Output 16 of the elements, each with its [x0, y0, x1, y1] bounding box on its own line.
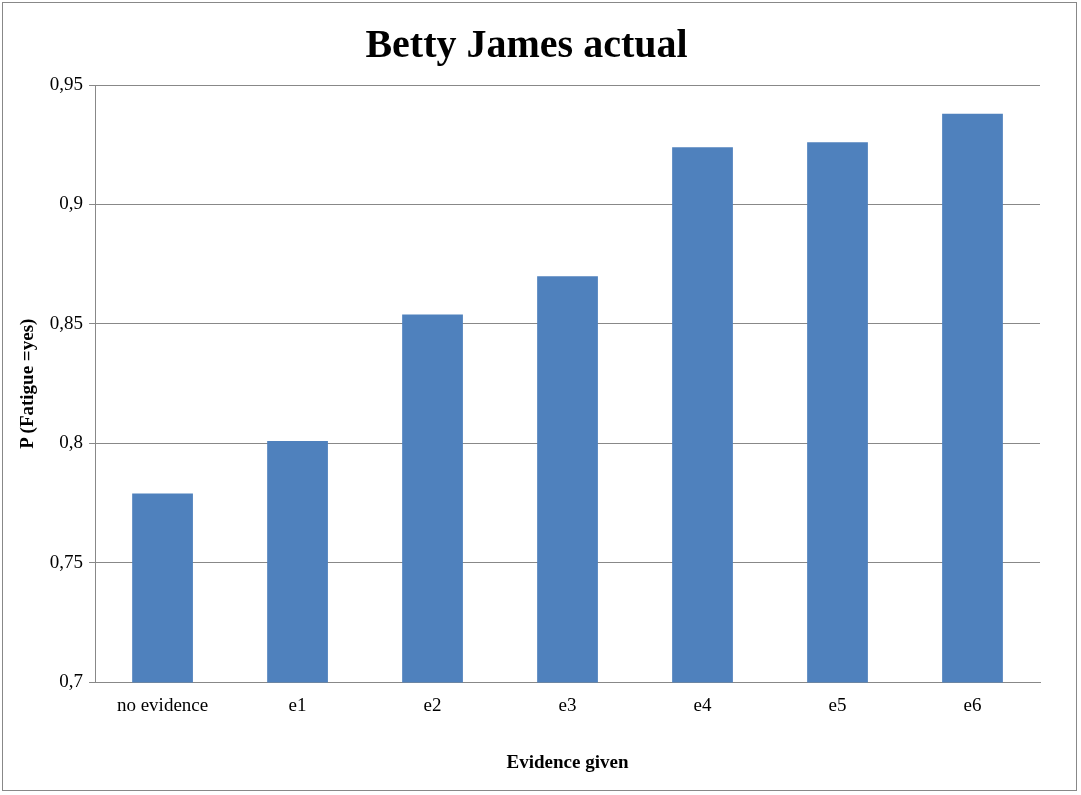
- x-tick-label: e5: [828, 693, 847, 715]
- x-tick-label: e1: [288, 693, 307, 715]
- x-tick-label: e2: [423, 693, 442, 715]
- y-tick-label: 0,7: [59, 670, 84, 692]
- y-tick-label: 0,9: [59, 192, 84, 214]
- y-tick-label: 0,75: [49, 550, 84, 572]
- y-axis-title: P (Fatigue =yes): [16, 318, 39, 449]
- x-tick-label: e3: [558, 693, 577, 715]
- x-tick-label: no evidence: [116, 693, 209, 715]
- y-tick-label: 0,8: [59, 431, 84, 453]
- chart-title: Betty James actual: [365, 21, 688, 67]
- x-axis-title: Evidence given: [506, 750, 629, 772]
- x-tick-label: e6: [963, 693, 982, 715]
- y-tick-label: 0,95: [49, 72, 84, 94]
- y-tick-label: 0,85: [49, 311, 84, 333]
- x-tick-label: e4: [693, 693, 712, 715]
